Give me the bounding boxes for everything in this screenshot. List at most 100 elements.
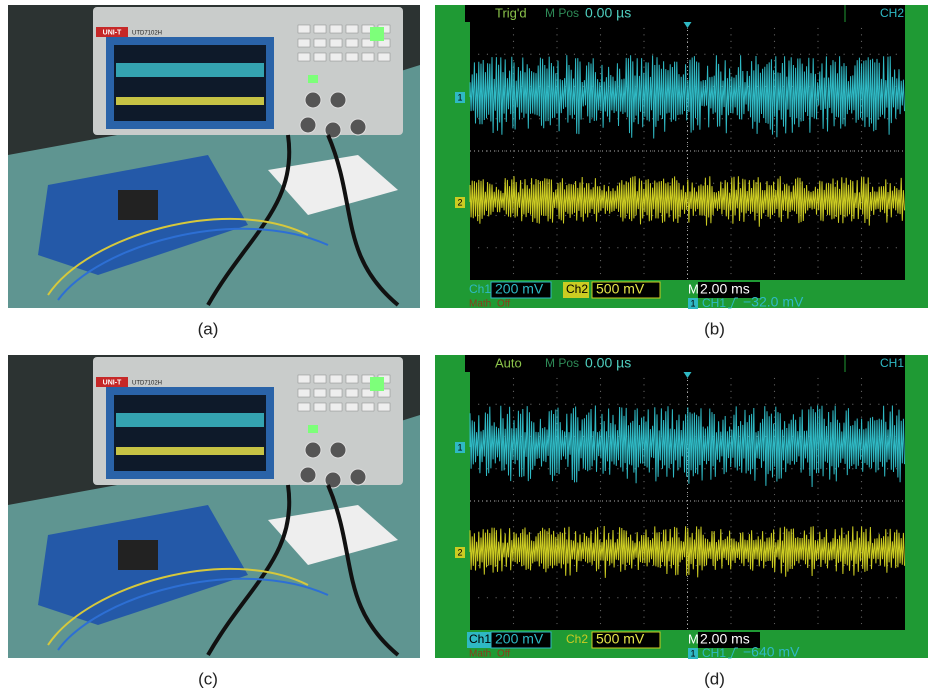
grid-dot bbox=[513, 54, 514, 55]
oscilloscope-screen: 12Trig'dM Pos0.00 µsCH2Ch1200 mVCh2500 m… bbox=[435, 5, 928, 310]
grid-dot bbox=[556, 578, 557, 579]
grid-dot bbox=[670, 404, 671, 405]
grid-dot bbox=[844, 404, 845, 405]
grid-dot bbox=[757, 404, 758, 405]
grid-dot bbox=[539, 247, 540, 248]
ch1-marker: 1 bbox=[457, 92, 462, 102]
grid-dot bbox=[687, 513, 688, 514]
grid-dot bbox=[652, 183, 653, 184]
grid-dot bbox=[548, 404, 549, 405]
grid-dot bbox=[487, 54, 488, 55]
grid-dot bbox=[861, 163, 862, 164]
grid-dot bbox=[513, 404, 514, 405]
grid-dot bbox=[556, 241, 557, 242]
grid-dot bbox=[687, 247, 688, 248]
grid-dot bbox=[504, 247, 505, 248]
grid-dot bbox=[600, 47, 601, 48]
grid-dot bbox=[861, 247, 862, 248]
grid-dot bbox=[730, 384, 731, 385]
grid-dot bbox=[687, 60, 688, 61]
grid-dot bbox=[774, 144, 775, 145]
grid-dot bbox=[600, 234, 601, 235]
grid-dot bbox=[774, 494, 775, 495]
grid-dot bbox=[600, 468, 601, 469]
grid-dot bbox=[817, 623, 818, 624]
grid-dot bbox=[774, 234, 775, 235]
math-state: Off bbox=[497, 299, 510, 310]
grid-dot bbox=[852, 247, 853, 248]
grid-dot bbox=[556, 533, 557, 534]
grid-dot bbox=[643, 475, 644, 476]
button bbox=[362, 403, 374, 411]
grid-dot bbox=[522, 404, 523, 405]
grid-dot bbox=[783, 565, 784, 566]
grid-dot bbox=[513, 591, 514, 592]
grid-dot bbox=[496, 500, 497, 501]
button bbox=[378, 403, 390, 411]
grid-dot bbox=[522, 597, 523, 598]
grid-dot bbox=[687, 28, 688, 29]
grid-dot bbox=[748, 500, 749, 501]
grid-dot bbox=[504, 565, 505, 566]
grid-dot bbox=[687, 131, 688, 132]
grid-dot bbox=[791, 247, 792, 248]
grid-dot bbox=[696, 54, 697, 55]
grid-dot bbox=[591, 468, 592, 469]
grid-dot bbox=[817, 67, 818, 68]
grid-dot bbox=[643, 247, 644, 248]
grid-dot bbox=[774, 60, 775, 61]
grid-dot bbox=[617, 533, 618, 534]
mpos-value: 0.00 µs bbox=[585, 5, 631, 21]
grid-dot bbox=[774, 47, 775, 48]
grid-dot bbox=[617, 404, 618, 405]
grid-dot bbox=[757, 500, 758, 501]
grid-dot bbox=[896, 500, 897, 501]
button bbox=[330, 389, 342, 397]
grid-dot bbox=[687, 273, 688, 274]
grid-dot bbox=[643, 481, 644, 482]
grid-dot bbox=[835, 404, 836, 405]
grid-dot bbox=[774, 417, 775, 418]
grid-dot bbox=[687, 241, 688, 242]
grid-dot bbox=[643, 221, 644, 222]
grid-dot bbox=[704, 533, 705, 534]
grid-dot bbox=[548, 597, 549, 598]
grid-dot bbox=[600, 410, 601, 411]
grid-dot bbox=[513, 170, 514, 171]
grid-dot bbox=[626, 118, 627, 119]
grid-dot bbox=[600, 183, 601, 184]
grid-dot bbox=[809, 500, 810, 501]
grid-dot bbox=[887, 247, 888, 248]
grid-dot bbox=[652, 597, 653, 598]
grid-dot bbox=[861, 591, 862, 592]
grid-dot bbox=[887, 500, 888, 501]
grid-dot bbox=[817, 507, 818, 508]
grid-dot bbox=[583, 565, 584, 566]
button bbox=[298, 39, 310, 47]
grid-dot bbox=[556, 475, 557, 476]
grid-dot bbox=[504, 597, 505, 598]
grid-dot bbox=[670, 183, 671, 184]
grid-dot bbox=[826, 247, 827, 248]
grid-dot bbox=[861, 397, 862, 398]
grid-dot bbox=[730, 60, 731, 61]
grid-dot bbox=[556, 118, 557, 119]
grid-dot bbox=[583, 247, 584, 248]
grid-dot bbox=[887, 118, 888, 119]
grid-dot bbox=[643, 150, 644, 151]
grid-dot bbox=[835, 247, 836, 248]
grid-dot bbox=[817, 170, 818, 171]
grid-dot bbox=[600, 41, 601, 42]
grid-dot bbox=[652, 533, 653, 534]
grid-dot bbox=[609, 500, 610, 501]
grid-dot bbox=[539, 597, 540, 598]
grid-dot bbox=[861, 475, 862, 476]
grid-dot bbox=[556, 157, 557, 158]
trig-level: −32.0 mV bbox=[743, 294, 804, 310]
grid-dot bbox=[513, 397, 514, 398]
grid-dot bbox=[513, 157, 514, 158]
grid-dot bbox=[643, 500, 644, 501]
grid-dot bbox=[513, 247, 514, 248]
grid-dot bbox=[870, 54, 871, 55]
